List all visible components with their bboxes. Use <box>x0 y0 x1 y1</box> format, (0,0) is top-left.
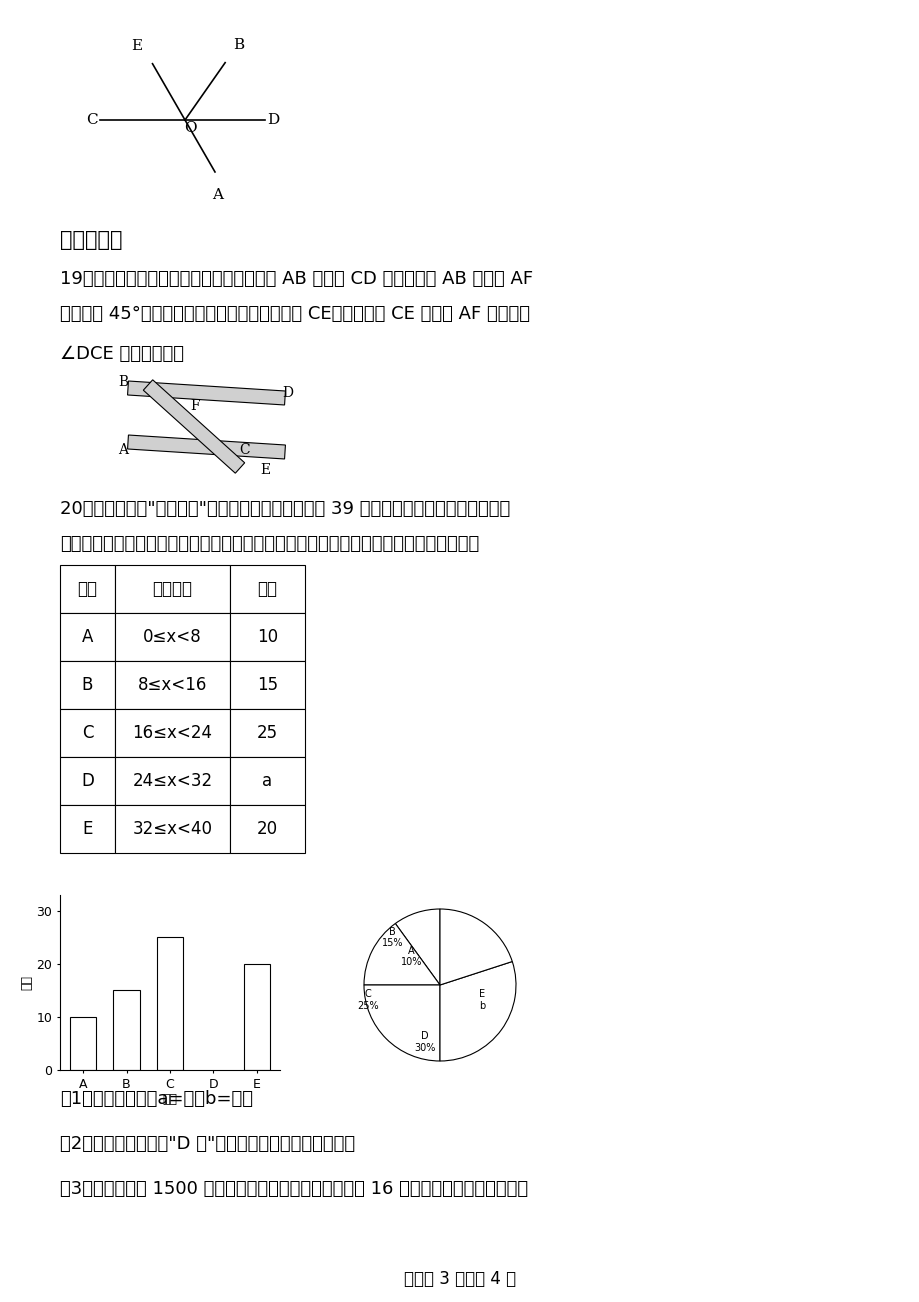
Text: 25: 25 <box>256 724 278 742</box>
Text: （2）在扇形统计图中"D 组"所对应的圆心角的度数为＿；: （2）在扇形统计图中"D 组"所对应的圆心角的度数为＿； <box>60 1135 355 1154</box>
Text: 15: 15 <box>256 676 278 694</box>
Text: C
25%: C 25% <box>357 990 379 1010</box>
Text: A: A <box>82 628 93 646</box>
Polygon shape <box>128 435 285 460</box>
X-axis label: 组别: 组别 <box>163 1094 177 1107</box>
Text: 20: 20 <box>256 820 278 838</box>
Bar <box>60 565 115 613</box>
Bar <box>115 805 230 853</box>
Text: A: A <box>118 443 128 457</box>
Text: 19．某城市几条道路的位置关系如图，道路 AB 与道路 CD 平行，道路 AB 与道路 AF: 19．某城市几条道路的位置关系如图，道路 AB 与道路 CD 平行，道路 AB … <box>60 270 532 288</box>
Bar <box>115 710 230 756</box>
Wedge shape <box>395 909 439 986</box>
Text: E
b: E b <box>478 990 484 1010</box>
Text: D: D <box>81 772 94 790</box>
Text: 试卷第 3 页，共 4 页: 试卷第 3 页，共 4 页 <box>403 1269 516 1288</box>
Wedge shape <box>364 986 439 1061</box>
Bar <box>230 756 305 805</box>
Text: 0≤x<8: 0≤x<8 <box>143 628 201 646</box>
Wedge shape <box>364 923 439 986</box>
Text: 学生的听写结果，以下是根据抽查结果绘制的统计图的一部分，根据信息解决下列问题：: 学生的听写结果，以下是根据抽查结果绘制的统计图的一部分，根据信息解决下列问题： <box>60 535 479 553</box>
Bar <box>115 756 230 805</box>
Text: E: E <box>260 464 270 477</box>
Text: 三、解答题: 三、解答题 <box>60 230 122 250</box>
Text: E: E <box>82 820 93 838</box>
Text: a: a <box>262 772 272 790</box>
Text: B
15%: B 15% <box>381 927 403 948</box>
Text: C: C <box>240 443 250 457</box>
Bar <box>60 805 115 853</box>
Text: 16≤x<24: 16≤x<24 <box>132 724 212 742</box>
Text: C: C <box>86 113 97 128</box>
Text: 10: 10 <box>256 628 278 646</box>
Bar <box>115 613 230 661</box>
Text: F: F <box>190 398 199 413</box>
Text: D: D <box>282 385 293 400</box>
Bar <box>60 613 115 661</box>
Text: A: A <box>211 187 222 202</box>
Bar <box>230 710 305 756</box>
Bar <box>157 937 183 1070</box>
Text: B: B <box>233 38 244 52</box>
Text: D
30%: D 30% <box>414 1031 435 1053</box>
Bar <box>115 565 230 613</box>
Bar <box>230 661 305 710</box>
Bar <box>230 565 305 613</box>
Text: ∠DCE 应为多少度？: ∠DCE 应为多少度？ <box>60 345 184 363</box>
Wedge shape <box>439 961 516 1061</box>
Bar <box>113 991 140 1070</box>
Text: O: O <box>184 121 196 135</box>
Bar <box>70 1017 96 1070</box>
Polygon shape <box>128 381 285 405</box>
Bar <box>60 756 115 805</box>
Text: 组别: 组别 <box>77 579 97 598</box>
Bar <box>60 710 115 756</box>
Text: B: B <box>118 375 128 389</box>
Text: 正确字数: 正确字数 <box>153 579 192 598</box>
Bar <box>230 805 305 853</box>
Bar <box>60 661 115 710</box>
Polygon shape <box>143 380 244 473</box>
Text: 人数: 人数 <box>257 579 278 598</box>
Text: 8≤x<16: 8≤x<16 <box>138 676 207 694</box>
Text: A
10%: A 10% <box>401 945 422 967</box>
Y-axis label: 人数: 人数 <box>21 975 34 990</box>
Text: E: E <box>131 39 142 52</box>
Bar <box>230 613 305 661</box>
Wedge shape <box>439 909 512 986</box>
Text: B: B <box>82 676 93 694</box>
Text: （1）在统计表中，a=＿，b=＿；: （1）在统计表中，a=＿，b=＿； <box>60 1090 253 1108</box>
Text: D: D <box>267 113 278 128</box>
Text: C: C <box>82 724 93 742</box>
Text: 32≤x<40: 32≤x<40 <box>132 820 212 838</box>
Text: 20．某中学举行"汉字听写"比赛，每位学生听写汉字 39 个，比赛结束后，随机抽查部分: 20．某中学举行"汉字听写"比赛，每位学生听写汉字 39 个，比赛结束后，随机抽… <box>60 500 510 518</box>
Text: （3）若该校共有 1500 名学生，如果听写正确的字数少于 16 个定为不合格，请你估计这: （3）若该校共有 1500 名学生，如果听写正确的字数少于 16 个定为不合格，… <box>60 1180 528 1198</box>
Text: 24≤x<32: 24≤x<32 <box>132 772 212 790</box>
Text: 的夹角为 45°，城市规划部门计划新修一条道路 CE，要使道路 CE 与道路 AF 平行，则: 的夹角为 45°，城市规划部门计划新修一条道路 CE，要使道路 CE 与道路 A… <box>60 305 529 323</box>
Bar <box>115 661 230 710</box>
Bar <box>244 963 269 1070</box>
